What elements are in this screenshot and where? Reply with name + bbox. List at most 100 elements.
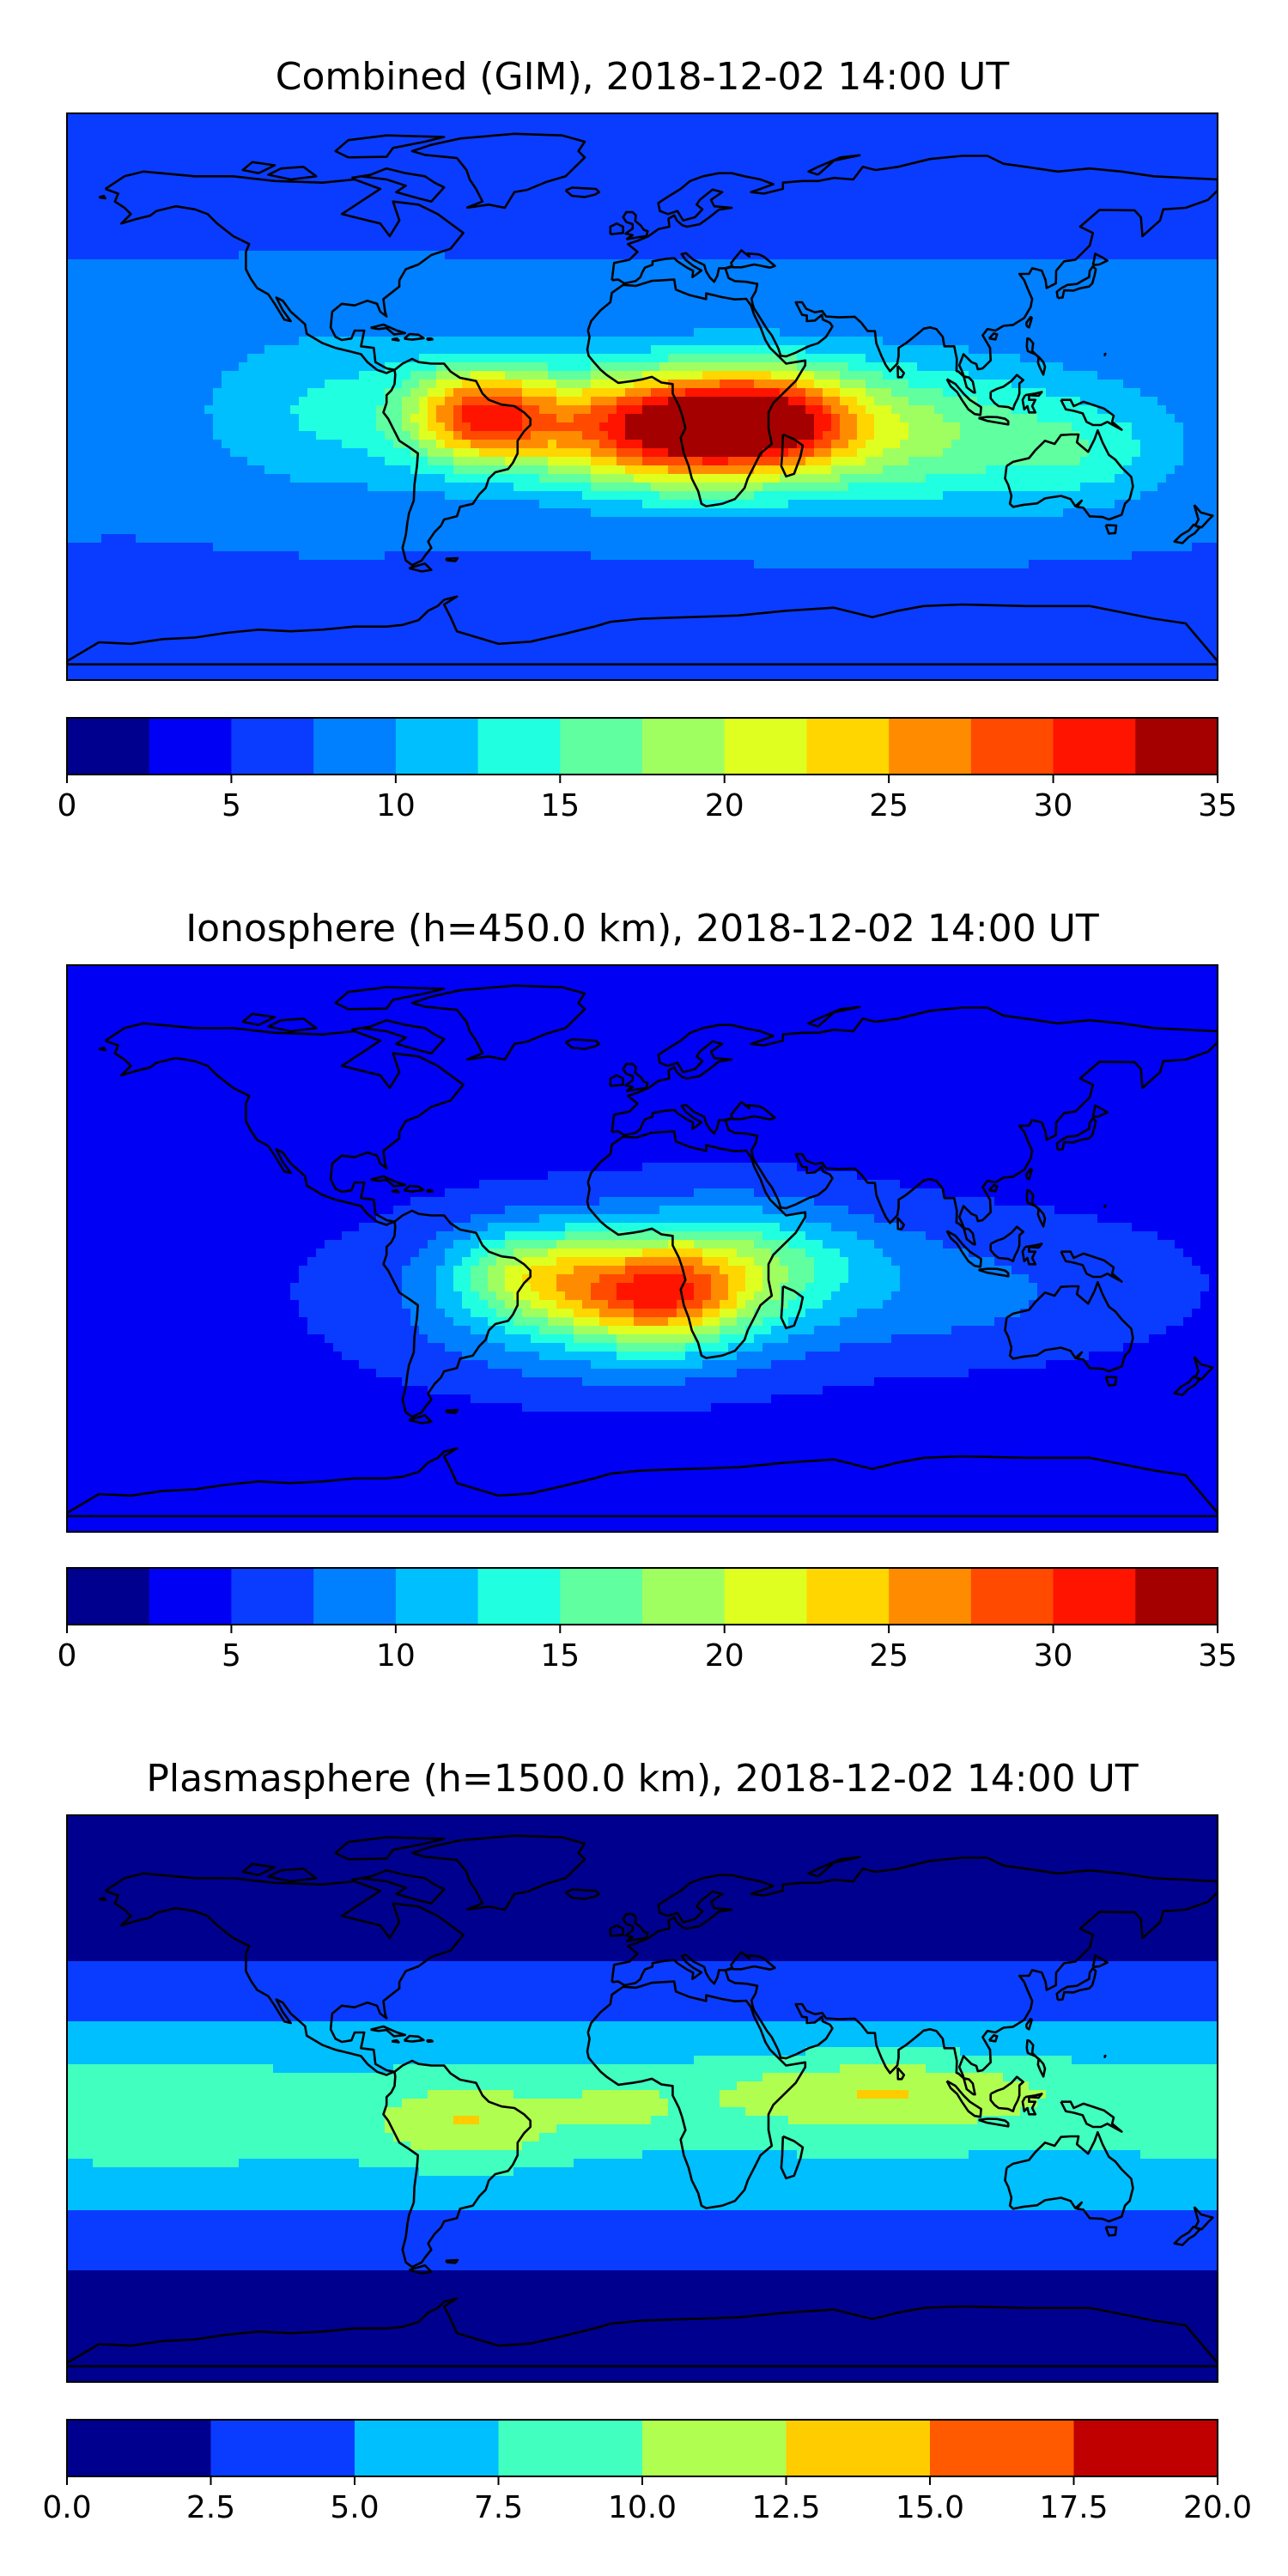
field-cell	[1054, 225, 1064, 234]
field-cell	[316, 156, 325, 166]
field-cell	[273, 113, 283, 123]
field-cell	[866, 173, 875, 183]
field-cell	[969, 345, 978, 355]
field-cell	[737, 345, 746, 355]
field-cell	[737, 122, 746, 131]
field-cell	[436, 354, 446, 363]
field-cell	[385, 268, 394, 277]
field-cell	[582, 405, 592, 415]
field-cell	[144, 208, 154, 217]
field-cell	[1020, 216, 1030, 226]
field-cell	[814, 156, 823, 166]
field-cell	[93, 311, 102, 320]
field-cell	[1089, 113, 1098, 123]
field-cell	[1115, 173, 1124, 183]
field-cell	[187, 173, 197, 183]
field-cell	[754, 268, 763, 277]
field-cell	[900, 397, 909, 406]
field-cell	[453, 268, 463, 277]
field-cell	[900, 208, 909, 217]
field-cell	[299, 328, 308, 337]
field-cell	[410, 191, 420, 200]
field-cell	[1020, 337, 1030, 346]
field-cell	[239, 225, 248, 234]
field-cell	[1020, 156, 1030, 166]
field-cell	[1115, 380, 1124, 389]
field-cell	[127, 225, 137, 234]
field-cell	[651, 173, 660, 183]
field-cell	[428, 268, 437, 277]
field-cell	[634, 319, 643, 329]
field-cell	[642, 173, 652, 183]
field-cell	[1080, 362, 1090, 372]
field-cell	[187, 397, 197, 406]
field-cell	[1115, 234, 1124, 243]
field-cell	[410, 173, 420, 183]
field-cell	[1175, 285, 1184, 295]
field-cell	[1209, 380, 1218, 389]
field-cell	[239, 268, 248, 277]
field-cell	[110, 337, 119, 346]
field-cell	[780, 199, 789, 209]
field-cell	[1140, 397, 1150, 406]
field-cell	[1209, 259, 1218, 269]
field-cell	[256, 371, 265, 380]
field-cell	[762, 251, 772, 260]
field-cell	[230, 242, 240, 252]
field-cell	[1029, 208, 1038, 217]
field-cell	[711, 259, 720, 269]
field-cell	[67, 371, 76, 380]
field-cell	[342, 148, 351, 157]
field-cell	[462, 208, 471, 217]
field-cell	[1166, 380, 1176, 389]
field-cell	[513, 251, 523, 260]
field-cell	[908, 311, 918, 320]
field-cell	[702, 388, 712, 398]
field-cell	[659, 362, 669, 372]
field-cell	[1089, 251, 1098, 260]
field-cell	[805, 276, 815, 286]
field-cell	[711, 294, 720, 303]
field-cell	[694, 422, 703, 432]
field-cell	[617, 234, 626, 243]
field-cell	[1003, 113, 1012, 123]
field-cell	[247, 311, 257, 320]
field-cell	[969, 113, 978, 123]
field-cell	[213, 259, 222, 269]
field-cell	[780, 371, 789, 380]
field-cell	[651, 234, 660, 243]
field-cell	[488, 388, 497, 398]
field-cell	[359, 388, 368, 398]
field-cell	[823, 199, 832, 209]
field-cell	[513, 156, 523, 166]
field-cell	[539, 362, 549, 372]
field-cell	[874, 113, 884, 123]
field-cell	[951, 242, 961, 252]
field-cell	[917, 371, 927, 380]
field-cell	[316, 251, 325, 260]
field-cell	[316, 122, 325, 131]
field-cell	[969, 148, 978, 157]
field-cell	[1029, 242, 1038, 252]
field-cell	[599, 242, 609, 252]
field-cell	[668, 294, 677, 303]
field-cell	[153, 131, 162, 140]
field-cell	[539, 311, 549, 320]
field-cell	[1166, 276, 1176, 286]
field-cell	[496, 328, 506, 337]
field-cell	[814, 259, 823, 269]
field-cell	[1012, 199, 1021, 209]
field-cell	[342, 122, 351, 131]
field-cell	[187, 208, 197, 217]
field-cell	[857, 294, 866, 303]
field-cell	[496, 208, 506, 217]
field-cell	[213, 294, 222, 303]
field-cell	[926, 285, 935, 295]
field-cell	[565, 139, 574, 149]
field-cell	[453, 422, 463, 432]
field-cell	[565, 354, 574, 363]
field-cell	[342, 362, 351, 372]
field-cell	[771, 199, 781, 209]
field-cell	[1046, 131, 1055, 140]
field-cell	[814, 302, 823, 312]
